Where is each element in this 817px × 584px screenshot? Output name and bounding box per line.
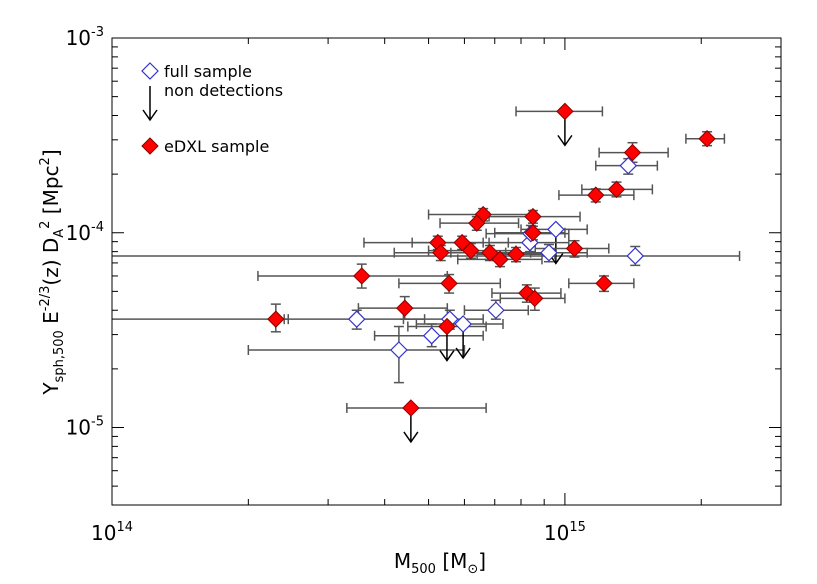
point xyxy=(353,267,371,285)
point xyxy=(396,299,414,317)
x-axis-label: M500 [M⊙] xyxy=(394,549,486,577)
point xyxy=(402,399,420,417)
legend-label: eDXL sample xyxy=(164,137,269,156)
legend-arrow xyxy=(142,86,158,122)
point xyxy=(607,180,626,199)
plot-frame xyxy=(111,37,782,506)
point xyxy=(619,156,638,175)
point xyxy=(454,315,472,333)
point xyxy=(507,245,525,264)
point xyxy=(587,186,605,204)
point xyxy=(481,243,499,262)
point xyxy=(432,243,450,262)
point xyxy=(422,326,441,345)
point xyxy=(440,274,458,293)
point xyxy=(518,284,536,302)
y-tick-label: 10-4 xyxy=(66,220,104,245)
point xyxy=(623,143,642,162)
point xyxy=(595,274,613,293)
point xyxy=(491,250,509,269)
point xyxy=(347,310,366,329)
point xyxy=(540,243,558,262)
point xyxy=(547,220,565,239)
point xyxy=(556,102,574,121)
y-tick-label: 10-5 xyxy=(66,415,104,440)
point xyxy=(468,214,486,232)
x-tick-label: 1014 xyxy=(91,520,133,545)
point xyxy=(521,233,539,252)
point xyxy=(526,289,544,308)
plot-area xyxy=(112,102,741,444)
legend-marker xyxy=(141,62,159,80)
y-tick-label: 10-3 xyxy=(66,25,104,50)
point xyxy=(390,341,408,359)
point xyxy=(438,317,456,336)
point xyxy=(267,310,285,328)
point xyxy=(524,224,542,242)
y-axis-label: Ysph,500 E-2/3(z) DA2 [Mpc2] xyxy=(38,149,67,395)
point xyxy=(698,130,716,148)
point xyxy=(462,241,480,260)
point xyxy=(565,239,584,258)
point xyxy=(487,301,505,320)
legend-marker xyxy=(141,137,159,155)
point xyxy=(626,247,645,265)
legend-label: non detections xyxy=(164,81,283,100)
point xyxy=(453,233,471,252)
legend-label: full sample xyxy=(164,62,252,81)
x-tick-label: 1015 xyxy=(544,520,586,545)
